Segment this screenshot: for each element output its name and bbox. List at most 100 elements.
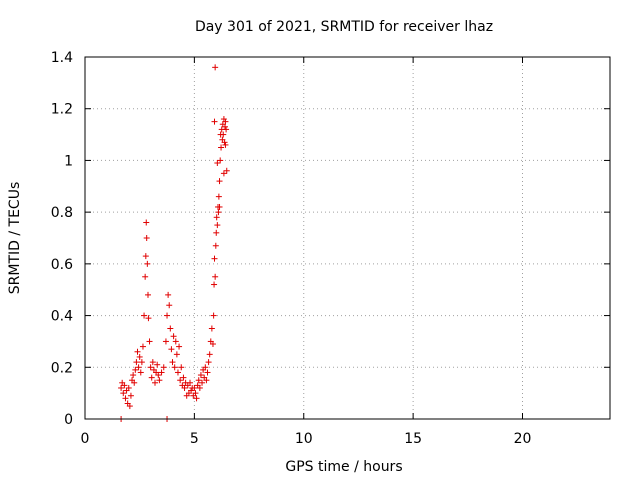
tick-labels-layer: 0 5 10 15 20 0 0.2 0.4 0.6 0.8 1 1.2 1.4 <box>51 50 532 447</box>
data-point <box>203 377 210 384</box>
data-point <box>127 392 134 399</box>
data-point <box>177 377 184 384</box>
data-point <box>178 364 185 371</box>
data-point <box>142 273 149 280</box>
data-point <box>165 291 172 298</box>
data-point <box>156 377 163 384</box>
data-point <box>139 343 146 350</box>
data-point <box>134 348 141 355</box>
data-point <box>210 312 217 319</box>
data-point <box>164 312 171 319</box>
y-tick-label: 0.8 <box>51 205 73 221</box>
data-point <box>138 359 145 366</box>
data-point <box>209 341 216 348</box>
plot-frame <box>84 56 611 420</box>
data-point <box>147 364 154 371</box>
data-point <box>141 312 148 319</box>
x-tick-label: 20 <box>514 431 532 447</box>
data-point <box>221 139 228 146</box>
data-point <box>174 369 181 376</box>
data-point <box>204 369 211 376</box>
data-point <box>211 118 218 125</box>
data-point <box>191 384 198 391</box>
data-point <box>195 377 202 384</box>
data-point <box>133 359 140 366</box>
data-point <box>222 118 229 125</box>
data-point <box>169 359 176 366</box>
y-tick-label: 0.2 <box>51 360 73 376</box>
data-point <box>144 260 151 267</box>
data-point <box>170 333 177 340</box>
ticks-layer <box>84 56 610 420</box>
data-point <box>215 193 222 200</box>
data-point <box>197 372 204 379</box>
data-point <box>121 382 128 389</box>
x-axis-title: GPS time / hours <box>285 459 402 475</box>
data-point <box>213 214 220 221</box>
data-point <box>193 395 200 402</box>
data-point <box>220 131 227 138</box>
data-point <box>125 384 132 391</box>
data-point <box>167 325 174 332</box>
y-tick-label: 1 <box>64 153 73 169</box>
data-point <box>152 379 158 386</box>
data-point <box>218 144 225 151</box>
data-point <box>205 359 212 366</box>
data-point <box>180 374 187 381</box>
data-point <box>142 253 149 260</box>
data-point <box>162 338 169 345</box>
y-tick-label: 0 <box>64 412 73 428</box>
data-point <box>208 325 215 332</box>
data-point <box>222 123 228 130</box>
data-point <box>199 379 206 386</box>
data-point <box>172 338 179 345</box>
data-point <box>176 343 183 350</box>
data-point <box>118 384 125 391</box>
data-point <box>213 229 220 236</box>
data-point <box>212 242 219 249</box>
data-point <box>148 374 155 381</box>
data-point <box>222 141 229 148</box>
data-point <box>216 203 223 210</box>
chart-title: Day 301 of 2021, SRMTID for receiver lha… <box>195 19 493 35</box>
y-tick-label: 0.6 <box>51 257 73 273</box>
data-point <box>155 372 162 379</box>
data-point <box>166 302 173 309</box>
data-point <box>214 160 221 167</box>
data-point <box>131 379 138 386</box>
x-tick-label: 5 <box>190 431 199 447</box>
data-point <box>187 379 193 386</box>
data-point <box>214 222 221 229</box>
data-point <box>220 170 227 177</box>
data-point <box>192 390 199 397</box>
data-point <box>217 157 224 164</box>
data-point <box>216 178 223 185</box>
data-point <box>145 291 151 298</box>
y-tick-label: 1.2 <box>51 102 73 118</box>
data-point <box>149 359 156 366</box>
data-point <box>145 315 152 322</box>
data-point <box>181 384 188 391</box>
data-point <box>120 390 127 397</box>
data-point <box>137 369 144 376</box>
data-point <box>154 361 161 368</box>
data-point <box>206 351 213 358</box>
data-point <box>215 209 222 216</box>
data-point <box>122 395 129 402</box>
data-point <box>135 364 142 371</box>
grid-layer <box>85 57 610 419</box>
data-point <box>168 346 175 353</box>
data-point <box>188 387 195 394</box>
data-point <box>160 364 167 371</box>
y-axis-title: SRMTID / TECUs <box>7 182 23 295</box>
data-point <box>132 366 139 373</box>
data-point <box>202 364 209 371</box>
x-tick-label: 15 <box>404 431 422 447</box>
data-point <box>223 126 230 133</box>
y-tick-label: 1.4 <box>51 50 73 66</box>
data-point <box>196 384 203 391</box>
data-point <box>173 351 180 358</box>
y-tick-label: 0.4 <box>51 309 73 325</box>
